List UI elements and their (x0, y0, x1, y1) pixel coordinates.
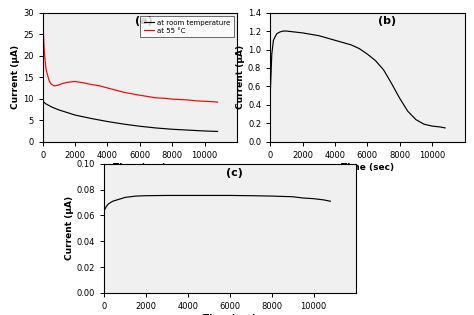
Text: (b): (b) (378, 16, 396, 26)
Text: (a): (a) (135, 16, 153, 26)
X-axis label: Time (sec): Time (sec) (203, 314, 256, 315)
X-axis label: Time (sec): Time (sec) (113, 163, 166, 172)
Y-axis label: Current (μA): Current (μA) (236, 45, 245, 109)
Text: (c): (c) (227, 168, 243, 178)
Legend: at room temperature, at 55 °C: at room temperature, at 55 °C (140, 16, 234, 37)
Y-axis label: Current (μA): Current (μA) (65, 196, 74, 261)
Y-axis label: Current (μA): Current (μA) (11, 45, 20, 109)
X-axis label: Time (sec): Time (sec) (341, 163, 394, 172)
